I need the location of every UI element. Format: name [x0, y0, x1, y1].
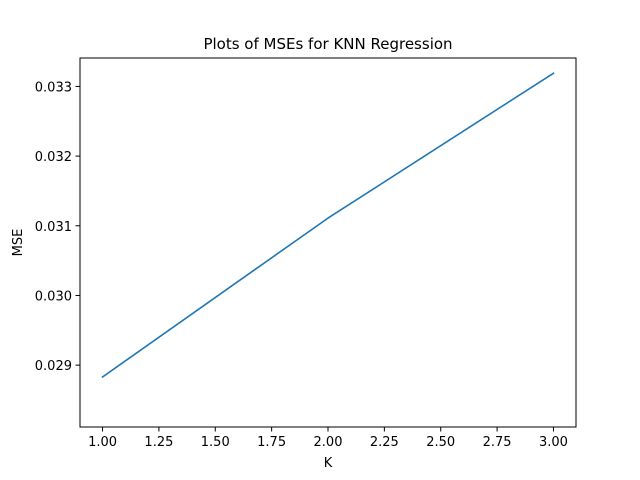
y-tick-label: 0.032 [35, 150, 72, 165]
series-line [101, 72, 555, 379]
y-axis-label: MSE [11, 229, 26, 257]
x-axis-label: K [324, 456, 333, 471]
x-axis-ticks: 1.00 1.25 1.50 1.75 2.00 2.25 2.50 2.75 3.00 [88, 427, 568, 450]
y-tick-label: 0.030 [35, 289, 72, 304]
y-axis-ticks: 0.029 0.030 0.031 0.032 0.033 [35, 80, 80, 374]
x-tick-label: 1.00 [88, 435, 117, 450]
x-tick-label: 1.50 [201, 435, 230, 450]
y-tick-label: 0.033 [35, 80, 72, 95]
x-tick-label: 2.00 [314, 435, 343, 450]
y-tick-label: 0.031 [35, 220, 72, 235]
plot-area-frame [79, 57, 577, 428]
x-tick-label: 1.75 [257, 435, 286, 450]
series-group [101, 72, 555, 379]
x-tick-label: 2.75 [483, 435, 512, 450]
x-tick-label: 1.25 [144, 435, 173, 450]
x-tick-label: 2.25 [370, 435, 399, 450]
x-tick-label: 2.50 [426, 435, 455, 450]
chart-title: Plots of MSEs for KNN Regression [203, 35, 452, 53]
y-tick-label: 0.029 [35, 359, 72, 374]
x-tick-label: 3.00 [539, 435, 568, 450]
